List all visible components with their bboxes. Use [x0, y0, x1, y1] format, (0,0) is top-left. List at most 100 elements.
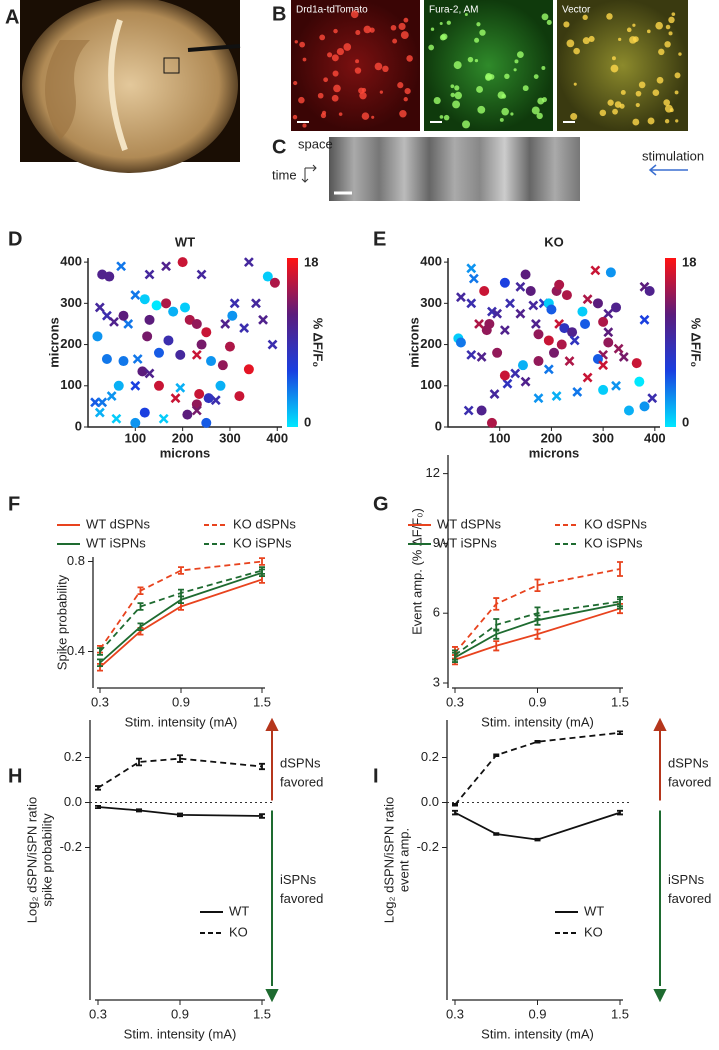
x-axis-label: Stim. intensity (mA): [125, 714, 238, 729]
error-bar: [136, 808, 142, 813]
circle-point: [499, 370, 510, 381]
cell: [446, 20, 451, 25]
cell: [332, 70, 339, 77]
x-tick-label: 300: [592, 430, 614, 445]
x-tick-label: 0.9: [528, 1006, 546, 1021]
cell: [573, 47, 580, 55]
cell: [497, 91, 506, 99]
cross-point: [220, 319, 231, 329]
series-line: [454, 731, 621, 806]
cell: [428, 44, 435, 51]
cross-point: [466, 349, 477, 360]
y-axis-label: microns: [46, 317, 61, 368]
x-tick-label: 0.3: [446, 1006, 464, 1021]
circle-point: [227, 310, 238, 321]
y-tick-label: 0.0: [64, 794, 82, 809]
y-tick-label: 400: [420, 254, 442, 269]
cell: [674, 90, 679, 95]
cell: [618, 37, 622, 42]
circle-point: [533, 329, 544, 340]
cell: [541, 66, 546, 70]
cell: [658, 48, 665, 56]
error-bar: [177, 812, 183, 818]
slice-region: [45, 40, 90, 140]
x-tick-label: 400: [266, 430, 288, 445]
cell: [479, 29, 486, 36]
circle-point: [139, 407, 150, 418]
circle-point: [499, 277, 510, 288]
cell: [454, 91, 462, 100]
circle-point: [142, 331, 153, 342]
y-tick-label: -0.2: [60, 839, 82, 854]
cell: [450, 84, 455, 89]
cell: [355, 59, 360, 64]
error-bar: [452, 809, 458, 816]
circle-point: [175, 349, 186, 360]
y-tick-label: 0.8: [67, 553, 85, 568]
x-tick-label: 0.9: [171, 1006, 189, 1021]
down-arrow: [653, 810, 667, 1003]
cell: [392, 38, 398, 44]
cell: [299, 41, 306, 48]
cell: [536, 112, 543, 120]
chart-title: WT: [175, 234, 195, 249]
cell: [606, 13, 613, 20]
y-axis-label: spike probability: [39, 813, 54, 907]
cross-point: [499, 325, 510, 336]
cross-point: [520, 376, 531, 387]
circle-point: [481, 325, 492, 336]
cell: [647, 117, 655, 125]
cell: [646, 29, 651, 34]
cell: [656, 76, 664, 84]
cross-point: [598, 360, 609, 371]
cell: [588, 35, 595, 43]
circle-point: [234, 391, 245, 402]
cell: [343, 43, 352, 51]
cell: [319, 34, 326, 41]
panel-letter: E: [373, 228, 386, 250]
cell: [485, 74, 492, 81]
cell: [452, 100, 461, 109]
circle-point: [194, 389, 205, 400]
cell: [652, 89, 660, 97]
cell: [331, 54, 339, 62]
x-axis-label: microns: [160, 445, 211, 460]
cross-point: [613, 343, 624, 354]
annotation: dSPNs: [280, 755, 321, 770]
cross-point: [505, 298, 515, 309]
cross-point: [132, 354, 143, 364]
legend-label: WT: [584, 903, 604, 918]
cell: [292, 114, 298, 120]
error-bar: [259, 762, 265, 771]
cell: [566, 39, 575, 48]
error-bar: [534, 837, 541, 842]
cell: [510, 112, 514, 116]
cross-point: [191, 405, 202, 416]
cell: [359, 91, 367, 100]
circle-point: [559, 323, 570, 334]
circle-point: [533, 356, 544, 367]
x-tick-label: 400: [644, 430, 666, 445]
cell: [439, 34, 446, 41]
cell: [298, 96, 305, 104]
cell: [504, 73, 510, 79]
circle-point: [525, 285, 536, 296]
circle-point: [153, 347, 164, 358]
x-tick-label: 200: [541, 430, 563, 445]
legend-label: KO dSPNs: [233, 516, 296, 531]
error-bar: [534, 606, 541, 620]
cell: [374, 62, 383, 71]
cross-point: [543, 364, 554, 375]
up-arrow: [265, 717, 279, 801]
error-bar: [617, 730, 623, 735]
error-bar: [95, 785, 101, 791]
image-green: [424, 0, 553, 131]
cell: [302, 57, 307, 62]
cell: [678, 52, 682, 56]
series-line: [97, 806, 263, 817]
y-tick-label: 6: [433, 605, 440, 620]
cross-point: [510, 368, 521, 379]
annotation: favored: [668, 774, 711, 789]
panel-letter: F: [8, 493, 20, 515]
cell: [563, 21, 570, 28]
